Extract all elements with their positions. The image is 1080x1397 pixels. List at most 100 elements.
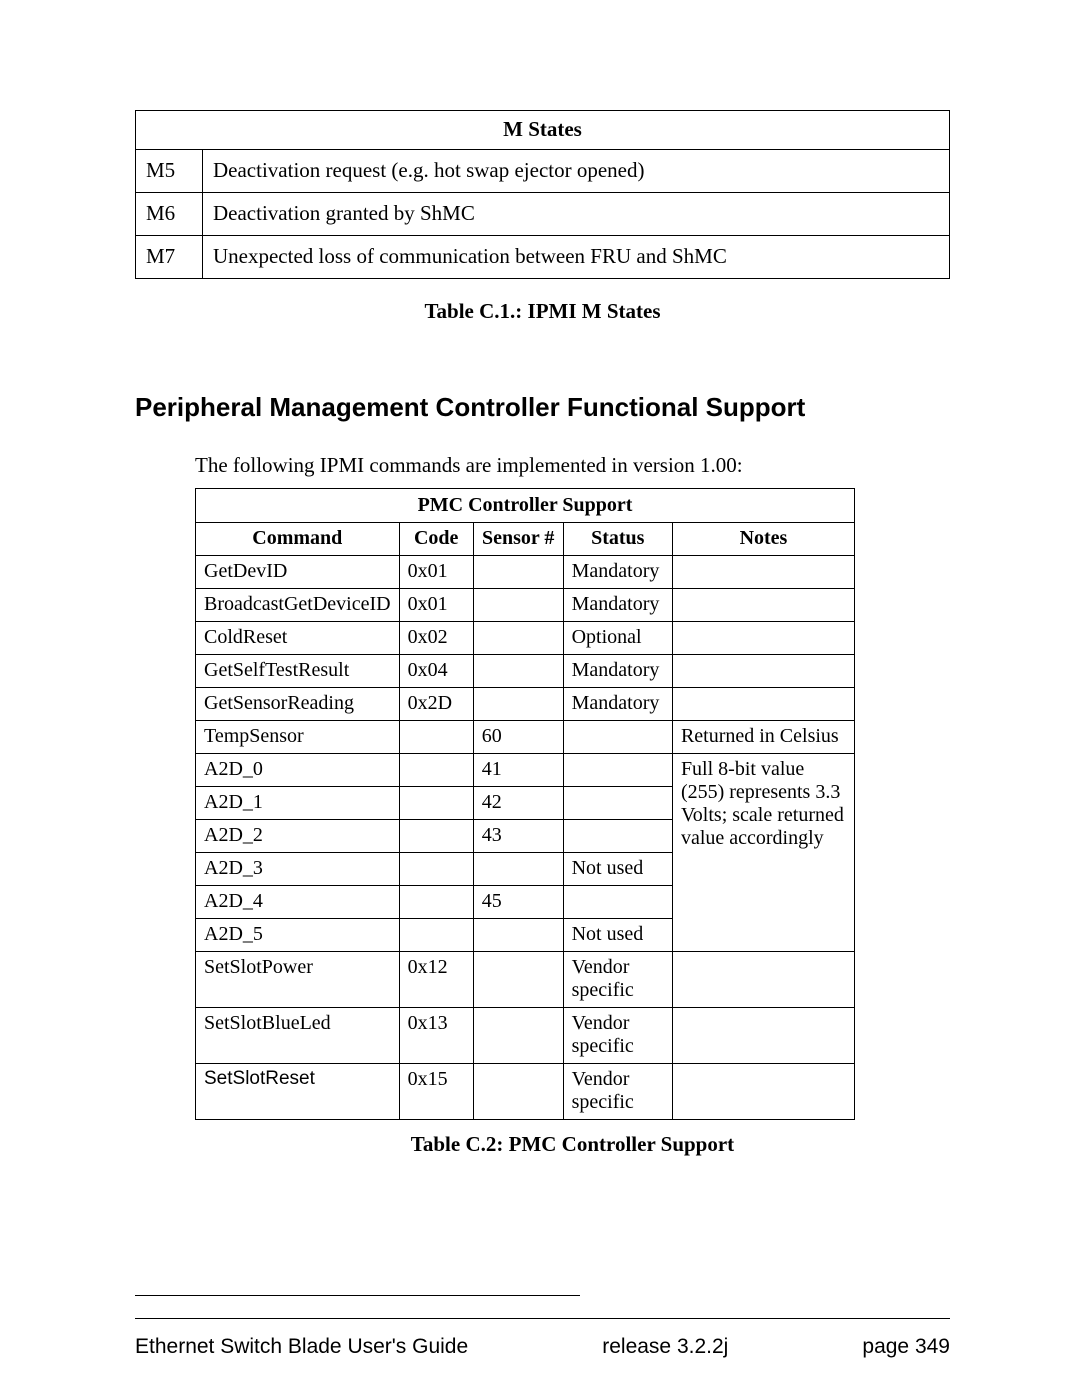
pmc-code: 0x01 xyxy=(399,556,473,589)
pmc-body: GetDevID0x01MandatoryBroadcastGetDeviceI… xyxy=(196,556,855,1120)
mstates-body: M5 Deactivation request (e.g. hot swap e… xyxy=(136,150,950,279)
table-row: BroadcastGetDeviceID0x01 Mandatory xyxy=(196,589,855,622)
pmc-command: A2D_1 xyxy=(196,787,400,820)
table-row: M5 Deactivation request (e.g. hot swap e… xyxy=(136,150,950,193)
pmc-code: 0x01 xyxy=(399,589,473,622)
pmc-sensor xyxy=(473,655,563,688)
pmc-sensor: 45 xyxy=(473,886,563,919)
pmc-notes: Full 8-bit value (255) represents 3.3 Vo… xyxy=(672,754,854,952)
pmc-sensor: 42 xyxy=(473,787,563,820)
pmc-notes xyxy=(672,589,854,622)
pmc-code: 0x2D xyxy=(399,688,473,721)
pmc-notes xyxy=(672,1008,854,1064)
pmc-code: 0x02 xyxy=(399,622,473,655)
pmc-status: Mandatory xyxy=(563,589,672,622)
pmc-status: Mandatory xyxy=(563,688,672,721)
pmc-sensor xyxy=(473,622,563,655)
footer-page: page 349 xyxy=(862,1335,950,1359)
pmc-sensor xyxy=(473,1008,563,1064)
pmc-command: BroadcastGetDeviceID xyxy=(196,589,400,622)
pmc-col-status: Status xyxy=(563,523,672,556)
pmc-code: 0x15 xyxy=(399,1064,473,1120)
pmc-col-notes: Notes xyxy=(672,523,854,556)
footer-release: release 3.2.2j xyxy=(602,1335,728,1359)
table-row: GetDevID0x01 Mandatory xyxy=(196,556,855,589)
mstate-code: M6 xyxy=(136,193,203,236)
pmc-notes xyxy=(672,556,854,589)
mstates-header: M States xyxy=(136,111,950,150)
pmc-title: PMC Controller Support xyxy=(196,489,855,523)
table-row: SetSlotPower0x12Vendor specific xyxy=(196,952,855,1008)
pmc-status: Vendor specific xyxy=(563,952,672,1008)
pmc-status: Not used xyxy=(563,919,672,952)
pmc-command: GetSensorReading xyxy=(196,688,400,721)
section-heading: Peripheral Management Controller Functio… xyxy=(135,392,950,423)
pmc-status: Vendor specific xyxy=(563,1008,672,1064)
pmc-sensor xyxy=(473,853,563,886)
pmc-table-container: PMC Controller Support Command Code Sens… xyxy=(195,488,950,1157)
pmc-status: Vendor specific xyxy=(563,1064,672,1120)
table-row: TempSensor 60 Returned in Celsius xyxy=(196,721,855,754)
pmc-command: SetSlotReset xyxy=(196,1064,400,1120)
pmc-notes xyxy=(672,622,854,655)
pmc-notes xyxy=(672,688,854,721)
pmc-caption: Table C.2: PMC Controller Support xyxy=(195,1132,950,1157)
pmc-table: PMC Controller Support Command Code Sens… xyxy=(195,488,855,1120)
pmc-command: TempSensor xyxy=(196,721,400,754)
pmc-col-command: Command xyxy=(196,523,400,556)
pmc-command: A2D_2 xyxy=(196,820,400,853)
table-row: ColdReset0x02 Optional xyxy=(196,622,855,655)
mstate-code: M5 xyxy=(136,150,203,193)
pmc-code xyxy=(399,787,473,820)
pmc-status: Not used xyxy=(563,853,672,886)
mstate-code: M7 xyxy=(136,236,203,279)
pmc-sensor xyxy=(473,1064,563,1120)
pmc-status xyxy=(563,820,672,853)
table-row: SetSlotReset0x15 Vendor specific xyxy=(196,1064,855,1120)
page-footer: Ethernet Switch Blade User's Guide relea… xyxy=(135,1335,950,1359)
pmc-notes xyxy=(672,952,854,1008)
pmc-code: 0x04 xyxy=(399,655,473,688)
pmc-sensor: 60 xyxy=(473,721,563,754)
pmc-status: Mandatory xyxy=(563,655,672,688)
pmc-code xyxy=(399,820,473,853)
pmc-command: GetSelfTestResult xyxy=(196,655,400,688)
pmc-notes xyxy=(672,1064,854,1120)
pmc-status: Mandatory xyxy=(563,556,672,589)
pmc-command: A2D_3 xyxy=(196,853,400,886)
pmc-status xyxy=(563,754,672,787)
page: M States M5 Deactivation request (e.g. h… xyxy=(0,0,1080,1397)
pmc-code xyxy=(399,721,473,754)
mstate-desc: Deactivation request (e.g. hot swap ejec… xyxy=(203,150,950,193)
pmc-sensor xyxy=(473,952,563,1008)
intro-text: The following IPMI commands are implemen… xyxy=(195,453,950,478)
pmc-sensor: 41 xyxy=(473,754,563,787)
pmc-col-sensor: Sensor # xyxy=(473,523,563,556)
pmc-command: SetSlotBlueLed xyxy=(196,1008,400,1064)
pmc-command: GetDevID xyxy=(196,556,400,589)
pmc-code: 0x13 xyxy=(399,1008,473,1064)
pmc-code: 0x12 xyxy=(399,952,473,1008)
pmc-command: A2D_4 xyxy=(196,886,400,919)
footer-title: Ethernet Switch Blade User's Guide xyxy=(135,1335,468,1359)
pmc-code xyxy=(399,754,473,787)
pmc-command: A2D_5 xyxy=(196,919,400,952)
pmc-notes xyxy=(672,655,854,688)
table-row: M6 Deactivation granted by ShMC xyxy=(136,193,950,236)
pmc-code xyxy=(399,919,473,952)
table-row: GetSelfTestResult0x04 Mandatory xyxy=(196,655,855,688)
pmc-sensor: 43 xyxy=(473,820,563,853)
mstate-desc: Deactivation granted by ShMC xyxy=(203,193,950,236)
table-row: M7 Unexpected loss of communication betw… xyxy=(136,236,950,279)
table-row: GetSensorReading0x2D Mandatory xyxy=(196,688,855,721)
pmc-command: ColdReset xyxy=(196,622,400,655)
mstate-desc: Unexpected loss of communication between… xyxy=(203,236,950,279)
pmc-sensor xyxy=(473,919,563,952)
pmc-status: Optional xyxy=(563,622,672,655)
pmc-command: A2D_0 xyxy=(196,754,400,787)
pmc-col-code: Code xyxy=(399,523,473,556)
pmc-notes: Returned in Celsius xyxy=(672,721,854,754)
mstates-caption: Table C.1.: IPMI M States xyxy=(135,299,950,324)
mstates-table: M States M5 Deactivation request (e.g. h… xyxy=(135,110,950,279)
pmc-sensor xyxy=(473,589,563,622)
